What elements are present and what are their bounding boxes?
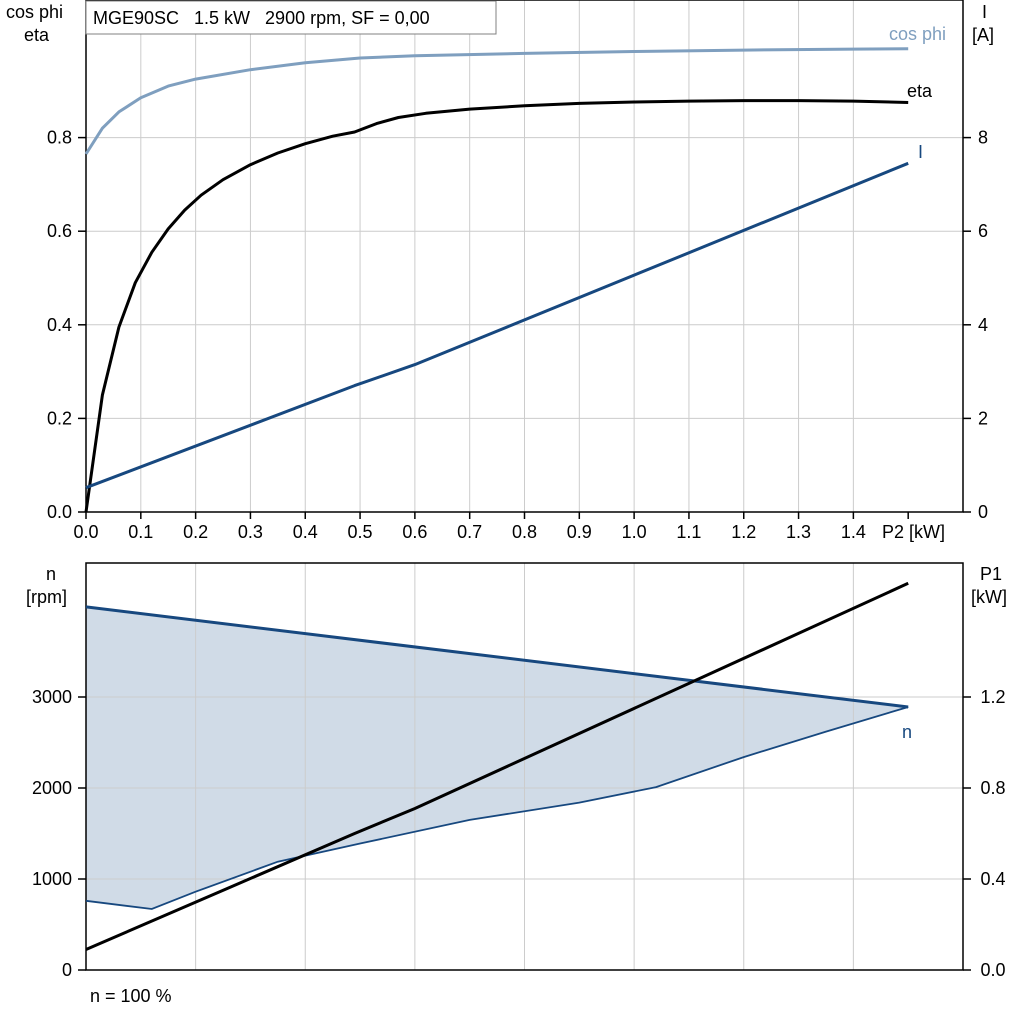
top-x-tick-label: 1.4: [841, 522, 866, 542]
top-x-tick-label: 1.3: [786, 522, 811, 542]
top-x-tick-label: 0.4: [293, 522, 318, 542]
bottom-plot-frame: [85, 562, 964, 971]
top-right-tick-label: 8: [978, 128, 988, 148]
top-x-tick-label: 0.5: [348, 522, 373, 542]
bottom-left-tick-label: 2000: [32, 778, 72, 798]
bottom-left-tick-label: 1000: [32, 869, 72, 889]
series-line-n-min: [85, 706, 909, 910]
bottom-right-tick-label: 1.2: [980, 687, 1005, 707]
series-label-n: n: [902, 722, 912, 742]
top-x-tick-label: 0.8: [512, 522, 537, 542]
top-right-tick-label: 2: [978, 408, 988, 428]
header-box: [85, 0, 497, 35]
bottom-right-ticks: 0.0 0.4 0.8 1.2: [963, 687, 1006, 980]
top-x-tick-label: 0.7: [457, 522, 482, 542]
top-right-tick-label: 0: [978, 502, 988, 522]
top-left-tick-label: 0.2: [47, 408, 72, 428]
left-axis-label-eta: eta: [24, 25, 50, 45]
top-left-tick-label: 0.6: [47, 221, 72, 241]
top-right-tick-label: 6: [978, 221, 988, 241]
top-panel: 0.0 0.2 0.4 0.6 0.8 0 2 4 6 8 0.0 0.1 0.2 0.3 0.4 0.5…: [6, 0, 994, 542]
top-x-tick-label: 1.1: [676, 522, 701, 542]
top-left-tick-label: 0.4: [47, 315, 72, 335]
bottom-left-tick-label: 3000: [32, 687, 72, 707]
right-axis-label-i: I: [982, 2, 987, 22]
top-x-tick-label: 0.1: [128, 522, 153, 542]
top-x-tick-label: 0.9: [567, 522, 592, 542]
speed-range-fill: [86, 606, 909, 909]
series-line-cosphi: [84, 47, 909, 155]
top-left-ticks: 0.0 0.2 0.4 0.6 0.8: [47, 128, 86, 522]
bottom-left-tick-label: 0: [62, 960, 72, 980]
top-left-tick-label: 0.8: [47, 128, 72, 148]
top-right-tick-label: 4: [978, 315, 988, 335]
footer-text: n = 100 %: [90, 986, 172, 1006]
header-text: MGE90SC 1.5 kW 2900 rpm, SF = 0,00: [93, 8, 430, 28]
top-x-tick-label: 1.0: [622, 522, 647, 542]
series-line-i: [85, 161, 909, 490]
series-label-eta: eta: [907, 81, 933, 101]
bottom-left-ticks: 0 1000 2000 3000: [32, 687, 86, 980]
top-x-tick-label: 0.3: [238, 522, 263, 542]
speed-range-area: [86, 606, 909, 909]
top-x-tick-label: 0.6: [402, 522, 427, 542]
top-grid: [85, 0, 963, 512]
bottom-right-tick-label: 0.4: [980, 869, 1005, 889]
bottom-right-axis-label-unit: [kW]: [971, 587, 1007, 607]
top-right-ticks: 0 2 4 6 8: [963, 128, 988, 522]
top-x-tick-label: 0.2: [183, 522, 208, 542]
right-axis-label-unit: [A]: [972, 25, 994, 45]
bottom-right-tick-label: 0.0: [980, 960, 1005, 980]
top-x-tick-label: 1.2: [731, 522, 756, 542]
series-line-n: [85, 605, 909, 709]
left-axis-label-cosphi: cos phi: [6, 2, 63, 22]
bottom-panel: 0 1000 2000 3000 0.0 0.4 0.8 1.2 n [rpm] P1 [k…: [26, 562, 1007, 1006]
series-line-p1: [85, 581, 909, 951]
top-x-tick-label: 0.0: [73, 522, 98, 542]
bottom-series: [85, 581, 909, 951]
series-label-cosphi: cos phi: [889, 24, 946, 44]
series-line-eta: [84, 99, 909, 513]
top-left-tick-label: 0.0: [47, 502, 72, 522]
x-axis-label: P2 [kW]: [882, 522, 945, 542]
series-label-i: I: [918, 142, 923, 162]
bottom-right-axis-label-p1: P1: [980, 564, 1002, 584]
top-series: [84, 47, 909, 513]
bottom-left-axis-label-unit: [rpm]: [26, 587, 67, 607]
bottom-right-tick-label: 0.8: [980, 778, 1005, 798]
bottom-left-axis-label-n: n: [46, 564, 56, 584]
top-x-ticks: 0.0 0.1 0.2 0.3 0.4 0.5 0.6 0.7 0.8 0.9 1.0 1.1 1.2 1…: [73, 512, 945, 542]
